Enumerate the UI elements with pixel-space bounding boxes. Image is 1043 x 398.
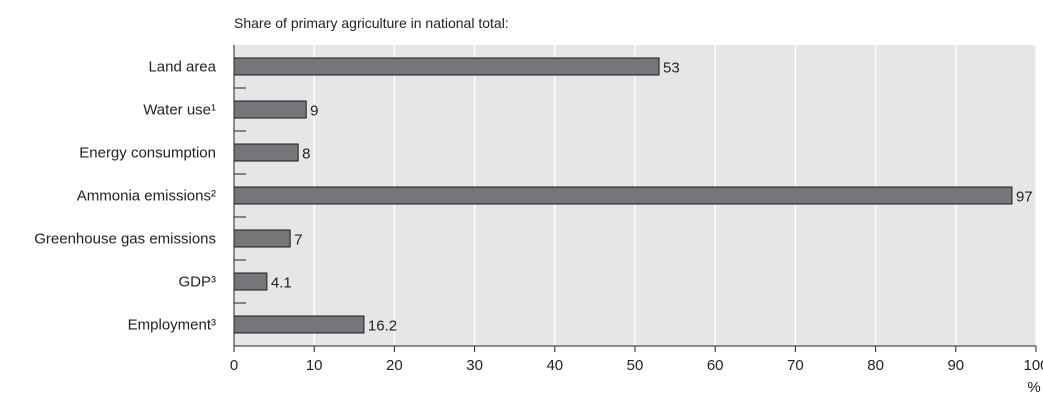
value-label: 97 — [1016, 189, 1033, 206]
bar — [233, 143, 299, 162]
category-label: Employment³ — [128, 317, 216, 334]
x-tick-label: 30 — [466, 357, 483, 374]
category-label: Ammonia emissions² — [77, 188, 216, 205]
category-labels: Land area Water use¹ Energy consumption Amm… — [34, 59, 216, 334]
x-tick-label: 10 — [306, 357, 323, 374]
value-label: 16.2 — [368, 318, 397, 335]
bars — [233, 57, 1013, 334]
x-tick-label: 20 — [386, 357, 403, 374]
bar — [233, 100, 307, 119]
category-label: Energy consumption — [79, 145, 216, 162]
chart-subtitle: Share of primary agriculture in national… — [234, 15, 509, 31]
x-tick-label: 80 — [867, 357, 884, 374]
bar — [233, 272, 268, 291]
value-label: 9 — [310, 103, 318, 120]
x-tick-label: 60 — [707, 357, 724, 374]
bar — [233, 186, 1013, 205]
value-label: 53 — [663, 60, 680, 77]
value-labels: 53 9 8 97 7 4.1 16.2 — [271, 60, 1033, 335]
category-label: Water use¹ — [143, 102, 216, 119]
x-tick-label: 40 — [546, 357, 563, 374]
x-tick-label: 0 — [230, 357, 238, 374]
bar — [233, 315, 365, 334]
category-label: GDP³ — [179, 274, 217, 291]
value-label: 8 — [302, 146, 310, 163]
x-tick-label: 50 — [627, 357, 644, 374]
value-label: 4.1 — [271, 275, 292, 292]
x-axis: 0 10 20 30 40 50 60 70 80 90 100 — [230, 45, 1043, 374]
x-tick-label: 100 — [1023, 357, 1043, 374]
x-tick-label: 90 — [947, 357, 964, 374]
category-label: Greenhouse gas emissions — [34, 231, 216, 248]
x-axis-unit-label: % — [1027, 379, 1040, 396]
bar — [233, 229, 291, 248]
value-label: 7 — [294, 232, 302, 249]
category-label: Land area — [148, 59, 216, 76]
x-tick-label: 70 — [787, 357, 804, 374]
bar — [233, 57, 660, 76]
